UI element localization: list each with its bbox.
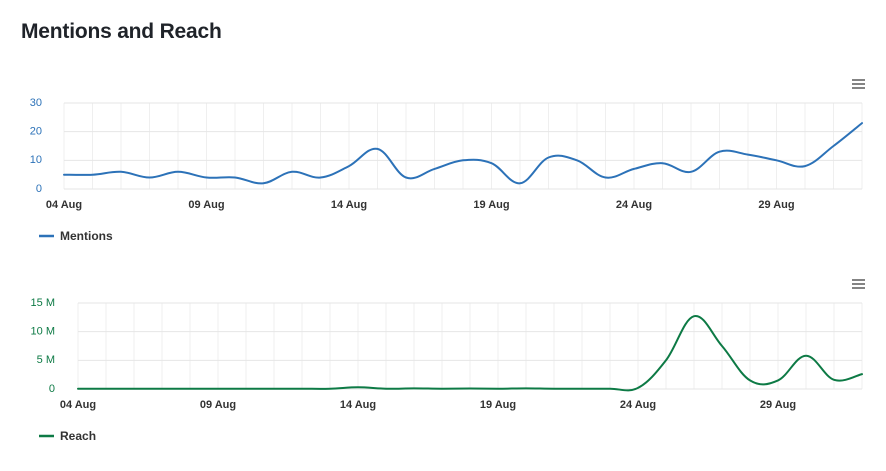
data-point[interactable] xyxy=(343,160,355,172)
x-tick-label: 19 Aug xyxy=(473,199,509,211)
data-point[interactable] xyxy=(520,382,532,394)
legend-item-mentions[interactable]: Mentions xyxy=(39,229,113,243)
data-point[interactable] xyxy=(128,383,140,395)
data-point[interactable] xyxy=(352,381,364,393)
data-point[interactable] xyxy=(315,172,327,184)
data-point[interactable] xyxy=(87,169,99,181)
data-point[interactable] xyxy=(800,350,812,362)
data-point[interactable] xyxy=(296,383,308,395)
data-point[interactable] xyxy=(742,149,754,161)
data-point[interactable] xyxy=(744,374,756,386)
data-point[interactable] xyxy=(576,383,588,395)
data-point[interactable] xyxy=(156,383,168,395)
series-line-reach xyxy=(77,315,863,392)
y-tick-label: 5 M xyxy=(37,354,55,366)
x-tick-label: 04 Aug xyxy=(60,399,96,411)
data-point[interactable] xyxy=(464,383,476,395)
x-tick-label: 04 Aug xyxy=(46,199,82,211)
data-point[interactable] xyxy=(436,383,448,395)
data-point[interactable] xyxy=(548,383,560,395)
data-point[interactable] xyxy=(856,117,868,129)
data-point[interactable] xyxy=(714,146,726,158)
data-point[interactable] xyxy=(240,383,252,395)
chart-menu-icon[interactable] xyxy=(848,276,868,294)
data-point[interactable] xyxy=(685,166,697,178)
data-point[interactable] xyxy=(600,172,612,184)
x-tick-label: 24 Aug xyxy=(620,399,656,411)
data-point[interactable] xyxy=(268,383,280,395)
y-tick-label: 20 xyxy=(30,126,42,138)
data-point[interactable] xyxy=(828,374,840,386)
data-point[interactable] xyxy=(286,166,298,178)
data-point[interactable] xyxy=(58,169,70,181)
data-point[interactable] xyxy=(201,172,213,184)
page-title: Mentions and Reach xyxy=(21,20,222,43)
x-tick-label: 19 Aug xyxy=(480,399,516,411)
data-point[interactable] xyxy=(72,383,84,395)
data-point[interactable] xyxy=(380,383,392,395)
data-point[interactable] xyxy=(324,383,336,395)
x-tick-label: 29 Aug xyxy=(758,199,794,211)
x-tick-label: 09 Aug xyxy=(188,199,224,211)
x-tick-label: 14 Aug xyxy=(331,199,367,211)
data-point[interactable] xyxy=(429,163,441,175)
data-point[interactable] xyxy=(457,154,469,166)
data-point[interactable] xyxy=(543,151,555,163)
data-point[interactable] xyxy=(604,383,616,395)
data-point[interactable] xyxy=(400,172,412,184)
data-point[interactable] xyxy=(856,368,868,380)
y-tick-label: 30 xyxy=(30,97,42,109)
data-point[interactable] xyxy=(184,383,196,395)
data-point[interactable] xyxy=(828,140,840,152)
series-line-mentions xyxy=(63,122,863,185)
data-point[interactable] xyxy=(688,310,700,322)
reach-chart: 0 5 M 10 M 15 M 04 Aug 09 Aug 14 Aug 19 Aug 24 A… xyxy=(31,276,868,443)
x-tick-label: 29 Aug xyxy=(760,399,796,411)
y-tick-label: 15 M xyxy=(31,297,55,309)
x-tick-label: 24 Aug xyxy=(616,199,652,211)
legend-label: Mentions xyxy=(60,229,113,243)
data-point[interactable] xyxy=(486,157,498,169)
data-point[interactable] xyxy=(716,340,728,352)
legend-label: Reach xyxy=(60,429,96,443)
chart-menu-icon[interactable] xyxy=(848,76,868,94)
data-point[interactable] xyxy=(660,354,672,366)
data-point[interactable] xyxy=(628,163,640,175)
data-point[interactable] xyxy=(772,374,784,386)
x-tick-label: 14 Aug xyxy=(340,399,376,411)
data-point[interactable] xyxy=(212,383,224,395)
data-point[interactable] xyxy=(172,166,184,178)
data-point[interactable] xyxy=(799,160,811,172)
data-point[interactable] xyxy=(771,154,783,166)
data-point[interactable] xyxy=(492,383,504,395)
y-tick-label: 10 xyxy=(30,154,42,166)
data-point[interactable] xyxy=(258,177,270,189)
data-point[interactable] xyxy=(571,154,583,166)
data-point[interactable] xyxy=(229,172,241,184)
x-tick-label: 09 Aug xyxy=(200,399,236,411)
data-point[interactable] xyxy=(115,166,127,178)
data-point[interactable] xyxy=(144,172,156,184)
data-point[interactable] xyxy=(514,177,526,189)
data-point[interactable] xyxy=(372,143,384,155)
y-tick-label: 0 xyxy=(49,383,55,395)
y-tick-label: 10 M xyxy=(31,326,55,338)
data-point[interactable] xyxy=(657,157,669,169)
y-tick-label: 0 xyxy=(36,183,42,195)
data-point[interactable] xyxy=(632,382,644,394)
mentions-chart: 0 10 20 30 04 Aug 09 Aug 14 Aug 19 Aug 24 Aug 29 … xyxy=(30,76,868,243)
data-point[interactable] xyxy=(100,383,112,395)
legend-item-reach[interactable]: Reach xyxy=(39,429,96,443)
data-point[interactable] xyxy=(408,382,420,394)
